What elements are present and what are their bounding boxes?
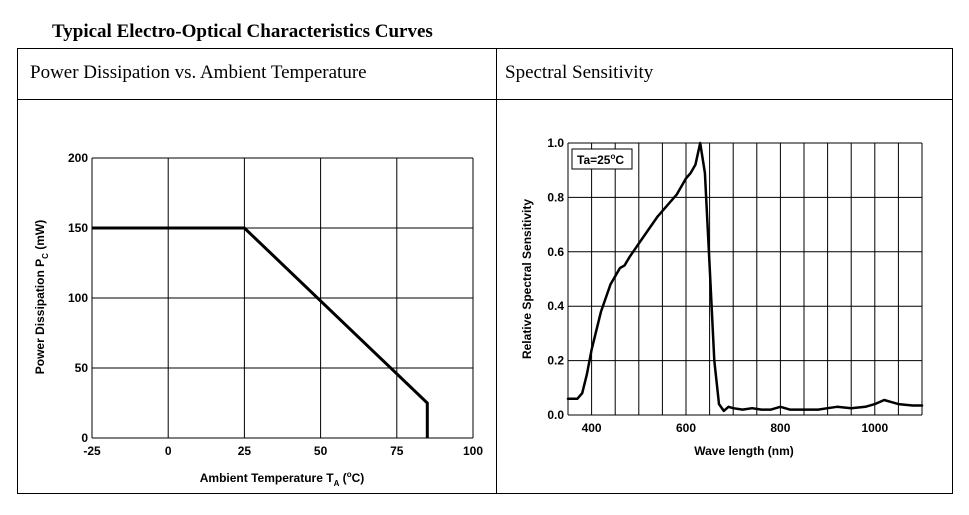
spectral-x-tick-label: 800	[770, 421, 790, 435]
power-y-tick-label: 200	[68, 151, 88, 165]
spectral-x-tick-label: 1000	[861, 421, 888, 435]
power-x-axis-label: Ambient Temperature TA (oC)	[200, 470, 365, 488]
power-y-tick-label: 100	[68, 291, 88, 305]
spectral-y-tick-label: 0.2	[547, 354, 564, 368]
power-derating-line	[92, 226, 429, 438]
spectral-y-tick-label: 1.0	[547, 136, 564, 150]
column-divider	[496, 49, 497, 493]
spectral-y-tick-label: 0.0	[547, 408, 564, 422]
spectral-sensitivity-curve	[566, 141, 924, 413]
power-x-tick-label: 0	[165, 444, 172, 458]
spectral-y-tick-label: 0.4	[547, 299, 564, 313]
power-y-axis-label: Power Dissipation PC (mW)	[33, 220, 50, 374]
spectral-x-tick-label: 400	[582, 421, 602, 435]
power-x-tick-label: -25	[83, 444, 101, 458]
spectral-chart-title: Spectral Sensitivity	[505, 62, 654, 83]
temperature-annotation: Ta=25oC	[571, 148, 633, 170]
spectral-y-tick-label: 0.8	[547, 190, 564, 204]
spectral-x-axis-label: Wave length (nm)	[694, 444, 794, 458]
spectral-y-axis-label: Relative Spectral Sensitivity	[520, 199, 534, 359]
power-x-tick-label: 50	[314, 444, 328, 458]
power-chart-title: Power Dissipation vs. Ambient Temperatur…	[30, 62, 367, 83]
power-x-tick-label: 75	[390, 444, 404, 458]
power-y-tick-label: 0	[81, 431, 88, 445]
power-y-tick-label: 50	[75, 361, 89, 375]
spectral-y-tick-label: 0.6	[547, 245, 564, 259]
power-y-tick-label: 150	[68, 221, 88, 235]
page-title: Typical Electro-Optical Characteristics …	[52, 21, 433, 42]
spectral-x-tick-label: 600	[676, 421, 696, 435]
annotation-text: Ta=25oC	[577, 152, 624, 167]
power-x-tick-label: 100	[463, 444, 483, 458]
charts-table: Power Dissipation vs. Ambient Temperatur…	[17, 48, 953, 494]
annotation-box	[571, 148, 633, 170]
power-x-tick-label: 25	[238, 444, 252, 458]
header-divider	[18, 99, 952, 100]
